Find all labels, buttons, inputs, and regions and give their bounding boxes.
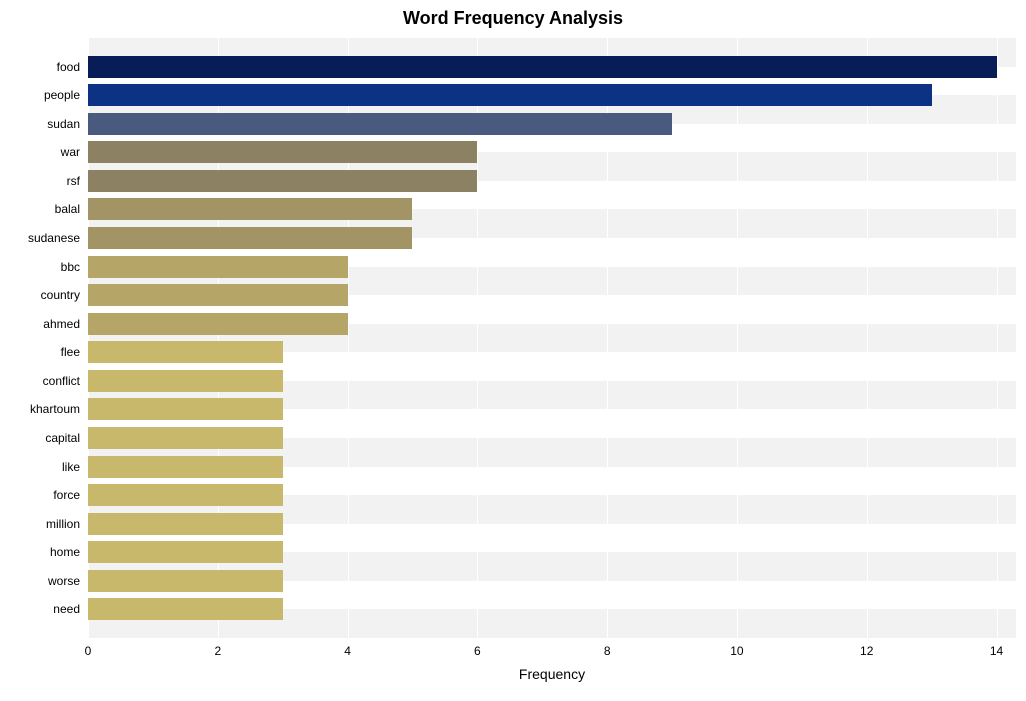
x-tick-label: 14 bbox=[990, 644, 1003, 658]
x-tick-label: 6 bbox=[474, 644, 481, 658]
bar bbox=[88, 341, 283, 363]
bar bbox=[88, 456, 283, 478]
chart-container: Word Frequency Analysis Frequency food pe… bbox=[0, 0, 1026, 701]
bar bbox=[88, 484, 283, 506]
x-tick-label: 10 bbox=[730, 644, 743, 658]
y-tick-label: capital bbox=[0, 431, 80, 445]
x-tick-label: 12 bbox=[860, 644, 873, 658]
bar bbox=[88, 284, 348, 306]
y-tick-label: bbc bbox=[0, 260, 80, 274]
y-tick-label: conflict bbox=[0, 374, 80, 388]
y-tick-label: need bbox=[0, 602, 80, 616]
bar bbox=[88, 370, 283, 392]
grid-line bbox=[867, 38, 868, 638]
y-tick-label: war bbox=[0, 145, 80, 159]
bar bbox=[88, 427, 283, 449]
chart-title: Word Frequency Analysis bbox=[0, 8, 1026, 29]
y-tick-label: khartoum bbox=[0, 402, 80, 416]
plot-area bbox=[88, 38, 1016, 638]
y-tick-label: force bbox=[0, 488, 80, 502]
bar bbox=[88, 170, 477, 192]
bar bbox=[88, 56, 997, 78]
y-tick-label: worse bbox=[0, 574, 80, 588]
y-tick-label: food bbox=[0, 60, 80, 74]
y-tick-label: people bbox=[0, 88, 80, 102]
x-axis-title: Frequency bbox=[88, 666, 1016, 682]
grid-line bbox=[737, 38, 738, 638]
y-tick-label: million bbox=[0, 517, 80, 531]
bar bbox=[88, 570, 283, 592]
bar bbox=[88, 598, 283, 620]
bar bbox=[88, 227, 412, 249]
bar bbox=[88, 141, 477, 163]
x-tick-label: 0 bbox=[85, 644, 92, 658]
bar bbox=[88, 541, 283, 563]
x-tick-label: 8 bbox=[604, 644, 611, 658]
bar bbox=[88, 113, 672, 135]
x-tick-label: 2 bbox=[214, 644, 221, 658]
y-tick-label: sudanese bbox=[0, 231, 80, 245]
bar bbox=[88, 84, 932, 106]
y-tick-label: rsf bbox=[0, 174, 80, 188]
y-tick-label: flee bbox=[0, 345, 80, 359]
y-tick-label: country bbox=[0, 288, 80, 302]
grid-line bbox=[997, 38, 998, 638]
y-tick-label: sudan bbox=[0, 117, 80, 131]
y-tick-label: balal bbox=[0, 202, 80, 216]
x-tick-label: 4 bbox=[344, 644, 351, 658]
bar bbox=[88, 513, 283, 535]
y-tick-label: home bbox=[0, 545, 80, 559]
y-tick-label: ahmed bbox=[0, 317, 80, 331]
bar bbox=[88, 398, 283, 420]
bar bbox=[88, 256, 348, 278]
bar bbox=[88, 198, 412, 220]
y-tick-label: like bbox=[0, 460, 80, 474]
bar bbox=[88, 313, 348, 335]
